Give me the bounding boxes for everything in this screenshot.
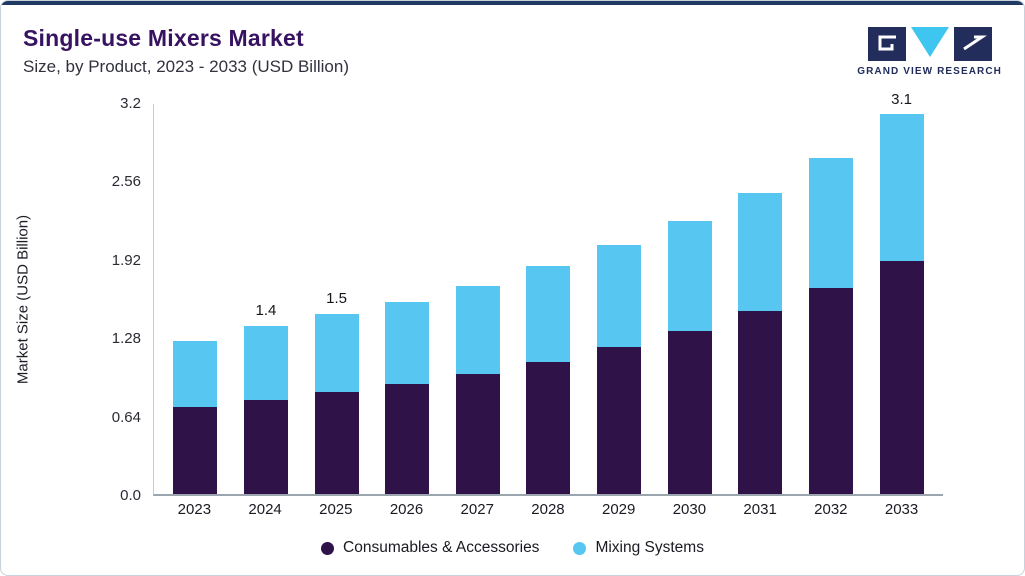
x-tick-label-2033: 2033 bbox=[884, 501, 919, 518]
y-tick-label: 1.28 bbox=[111, 330, 141, 348]
legend-swatch-icon bbox=[573, 541, 587, 555]
bar-2026 bbox=[385, 104, 430, 494]
y-axis-title: Market Size (USD Billion) bbox=[14, 214, 32, 385]
x-tick-label-2030: 2030 bbox=[672, 501, 707, 518]
y-tick-label: 2.56 bbox=[111, 173, 141, 191]
legend-label: Consumables & Accessories bbox=[343, 539, 540, 556]
bar-segment-mixing-systems bbox=[385, 301, 430, 384]
legend-label: Mixing Systems bbox=[595, 539, 704, 556]
plot-area: 1.4 1.5 3.1 bbox=[153, 91, 943, 496]
bar-segment-mixing-systems bbox=[667, 220, 712, 332]
y-tick-label: 0.0 bbox=[120, 487, 141, 504]
bar-stack bbox=[597, 245, 642, 494]
logo-r-shape-icon bbox=[953, 27, 992, 61]
bar-value-label: 1.5 bbox=[326, 289, 347, 307]
bar-2023 bbox=[173, 104, 218, 494]
legend: Consumables & Accessories Mixing Systems bbox=[1, 539, 1024, 557]
bar-stack bbox=[385, 301, 430, 494]
bar-value-label: 1.4 bbox=[255, 302, 277, 320]
bar-segment-mixing-systems bbox=[738, 192, 783, 312]
legend-item: Consumables & Accessories bbox=[321, 539, 539, 557]
page-title: Single-use Mixers Market bbox=[23, 25, 304, 51]
x-tick-label-2025: 2025 bbox=[319, 501, 353, 518]
header-titles: Single-use Mixers Market Size, by Produc… bbox=[23, 25, 349, 77]
x-tick-label-2028: 2028 bbox=[531, 501, 565, 518]
bar-stack bbox=[243, 326, 288, 494]
bar-segment-mixing-systems bbox=[173, 340, 218, 408]
logo-g-shape-icon bbox=[867, 27, 906, 61]
bar-stack bbox=[667, 220, 712, 494]
bar-stack bbox=[455, 285, 500, 494]
x-tick-label-2024: 2024 bbox=[248, 501, 282, 518]
x-tick-label-2026: 2026 bbox=[389, 501, 424, 518]
x-tick-label-2032: 2032 bbox=[814, 501, 848, 518]
bar-stack bbox=[173, 340, 218, 494]
bar-stack bbox=[879, 114, 924, 494]
y-tick-label: 3.2 bbox=[120, 95, 141, 112]
bar-segment-consumables-accessories bbox=[173, 407, 218, 494]
top-accent-line bbox=[1, 1, 1024, 5]
bar-segment-mixing-systems bbox=[597, 245, 642, 347]
bar-segment-mixing-systems bbox=[455, 285, 500, 374]
y-axis-ticks: 0.0 0.64 1.28 1.92 2.56 3.2 bbox=[89, 95, 147, 504]
bar-segment-consumables-accessories bbox=[243, 399, 288, 494]
logo-v-triangle-icon bbox=[910, 27, 949, 57]
gvr-logo-mark bbox=[867, 27, 992, 61]
bar-segment-mixing-systems bbox=[243, 326, 288, 400]
bar-2024: 1.4 bbox=[243, 104, 288, 494]
bar-segment-mixing-systems bbox=[808, 158, 853, 289]
bar-value-label: 3.1 bbox=[891, 91, 912, 109]
gvr-logo: GRAND VIEW RESEARCH bbox=[857, 27, 1002, 77]
bar-2025: 1.5 bbox=[314, 104, 359, 494]
bar-2029 bbox=[597, 104, 642, 494]
bar-2027 bbox=[455, 104, 500, 494]
bar-segment-consumables-accessories bbox=[526, 361, 571, 494]
x-tick-label-2027: 2027 bbox=[460, 501, 494, 518]
x-tick-label-2029: 2029 bbox=[601, 501, 636, 518]
bar-segment-consumables-accessories bbox=[738, 311, 783, 494]
page-subtitle: Size, by Product, 2023 - 2033 (USD Billi… bbox=[23, 57, 349, 76]
bar-segment-consumables-accessories bbox=[314, 392, 359, 494]
legend-item: Mixing Systems bbox=[573, 539, 704, 557]
bar-segment-consumables-accessories bbox=[597, 347, 642, 494]
bar-2028 bbox=[526, 104, 571, 494]
bar-stack bbox=[738, 192, 783, 494]
bar-2030 bbox=[667, 104, 712, 494]
bar-segment-mixing-systems bbox=[526, 266, 571, 362]
legend-swatch-icon bbox=[321, 541, 335, 555]
y-tick-label: 0.64 bbox=[111, 408, 141, 426]
bar-segment-mixing-systems bbox=[314, 313, 359, 393]
x-tick-label-2031: 2031 bbox=[743, 501, 777, 518]
bars-container: 1.4 1.5 3.1 bbox=[154, 91, 943, 494]
x-axis-labels: 2023 2024 2025 2026 2027 2028 2029 2030 2031 2032… bbox=[153, 501, 943, 518]
chart-header: Single-use Mixers Market Size, by Produc… bbox=[23, 25, 1002, 77]
bar-stack bbox=[314, 313, 359, 494]
x-tick-label-2023: 2023 bbox=[177, 501, 212, 518]
bar-segment-consumables-accessories bbox=[385, 383, 430, 494]
logo-text: GRAND VIEW RESEARCH bbox=[857, 66, 1002, 77]
bar-segment-consumables-accessories bbox=[808, 288, 853, 494]
y-tick-label: 1.92 bbox=[111, 251, 141, 269]
bar-2031 bbox=[738, 104, 783, 494]
bar-stack bbox=[526, 266, 571, 494]
bar-stack bbox=[808, 158, 853, 494]
bar-segment-consumables-accessories bbox=[667, 331, 712, 494]
bar-segment-consumables-accessories bbox=[879, 261, 924, 494]
bar-2033: 3.1 bbox=[879, 91, 924, 494]
bar-2032 bbox=[808, 104, 853, 494]
bar-segment-mixing-systems bbox=[879, 114, 924, 262]
bar-segment-consumables-accessories bbox=[455, 373, 500, 494]
